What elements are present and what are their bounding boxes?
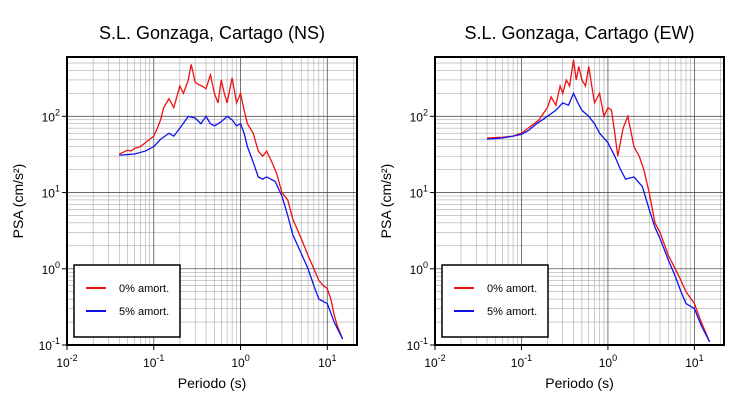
y-tick-label: 102 [42,107,60,124]
y-tick-label: 101 [42,184,60,201]
y-axis-label: PSA (cm/s²) [378,164,394,239]
legend-label: 0% amort. [487,283,537,295]
y-tick-label: 102 [410,107,428,124]
plot-frame [66,56,358,346]
y-tick-label: 10-1 [39,336,60,353]
x-tick-label: 10-2 [56,353,77,370]
series-line [487,59,711,343]
y-tick-label: 100 [42,260,60,277]
series-line [118,64,344,340]
x-tick-label: 10-1 [511,353,532,370]
series-line [487,91,711,343]
plot-frame [434,56,725,346]
x-tick-label: 101 [318,353,336,370]
legend-box [73,264,181,338]
x-tick-label: 100 [231,353,249,370]
x-tick-label: 101 [685,353,703,370]
chart-title: S.L. Gonzaga, Cartago (NS) [99,23,325,43]
legend-label: 5% amort. [487,306,537,318]
y-tick-label: 100 [410,260,428,277]
legend-label: 0% amort. [119,283,169,295]
legend-box [441,264,549,338]
x-tick-label: 10-2 [424,353,445,370]
series-line [119,115,344,340]
y-tick-label: 10-1 [407,336,428,353]
legend-label: 5% amort. [119,306,169,318]
y-axis-label: PSA (cm/s²) [10,164,26,239]
x-tick-label: 10-1 [143,353,164,370]
chart-title: S.L. Gonzaga, Cartago (EW) [464,23,694,43]
x-tick-label: 100 [599,353,617,370]
x-axis-label: Periodo (s) [178,375,246,391]
x-axis-label: Periodo (s) [545,375,613,391]
y-tick-label: 101 [410,184,428,201]
